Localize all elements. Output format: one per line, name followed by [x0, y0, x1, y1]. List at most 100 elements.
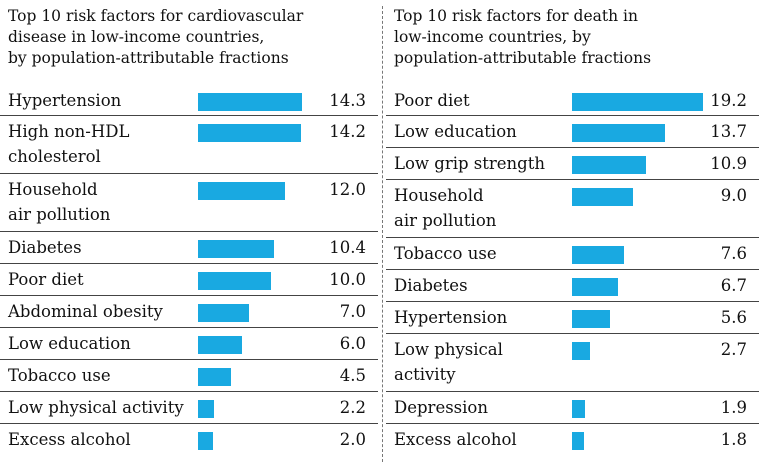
category-label-line: Diabetes — [394, 276, 468, 295]
category-label: Excess alcohol — [394, 427, 574, 452]
bar — [572, 342, 590, 360]
category-label: Hypertension — [394, 305, 574, 330]
value-label: 6.0 — [339, 334, 366, 353]
panel-divider — [382, 6, 383, 462]
bar — [198, 400, 214, 418]
value-label: 10.9 — [710, 154, 747, 173]
chart-title-line: disease in low-income countries, — [8, 28, 265, 46]
value-label: 7.0 — [339, 302, 366, 321]
category-label-line: Low physical activity — [8, 398, 184, 417]
category-label-line: Hypertension — [394, 308, 508, 327]
bar — [572, 188, 633, 206]
value-label: 10.0 — [329, 270, 366, 289]
bar-row: Low education 13.7 — [386, 115, 759, 148]
value-label: 14.3 — [329, 91, 366, 110]
bar-row: Hypertension 14.3 — [0, 84, 378, 116]
chart-title-line: Top 10 risk factors for death in — [394, 7, 638, 25]
bar — [572, 246, 624, 264]
bar-row: Depression 1.9 — [386, 391, 759, 424]
category-label: Household air pollution — [394, 183, 574, 233]
bar-row: Poor diet 19.2 — [386, 84, 759, 116]
category-label: Poor diet — [8, 267, 188, 292]
value-label: 1.9 — [720, 398, 747, 417]
category-label-line: Household — [8, 180, 98, 199]
bar — [198, 272, 271, 290]
category-label: Household air pollution — [8, 177, 188, 227]
bar — [572, 93, 703, 111]
category-label-line: Low education — [8, 334, 131, 353]
category-label-line: Tobacco use — [8, 366, 111, 385]
value-label: 2.7 — [720, 340, 747, 359]
category-label: Low physical activity — [394, 337, 574, 387]
bar — [198, 182, 285, 200]
value-label: 9.0 — [720, 186, 747, 205]
category-label-line: air pollution — [394, 211, 497, 230]
category-label: Diabetes — [394, 273, 574, 298]
category-label-line: cholesterol — [8, 147, 101, 166]
category-label: Abdominal obesity — [8, 299, 188, 324]
bar — [198, 432, 213, 450]
category-label-line: Tobacco use — [394, 244, 497, 263]
bar-row: Poor diet 10.0 — [0, 263, 378, 296]
category-label: High non-HDL cholesterol — [8, 119, 188, 169]
category-label-line: Abdominal obesity — [8, 302, 163, 321]
category-label: Tobacco use — [394, 241, 574, 266]
bar — [198, 336, 242, 354]
value-label: 4.5 — [339, 366, 366, 385]
value-label: 5.6 — [720, 308, 747, 327]
bar — [198, 124, 301, 142]
bar — [572, 124, 665, 142]
category-label: Low education — [8, 331, 188, 356]
category-label-line: Low physical — [394, 340, 503, 359]
chart-title: Top 10 risk factors for death in low-inc… — [394, 6, 755, 69]
category-label-line: Poor diet — [8, 270, 84, 289]
chart-panel-death: Top 10 risk factors for death in low-inc… — [386, 0, 759, 465]
chart-title-line: low-income countries, by — [394, 28, 591, 46]
category-label: Poor diet — [394, 88, 574, 113]
category-label-line: Household — [394, 186, 484, 205]
category-label-line: air pollution — [8, 205, 111, 224]
bar — [198, 93, 302, 111]
bar-row: Household air pollution 9.0 — [386, 179, 759, 238]
value-label: 2.2 — [339, 398, 366, 417]
bar-row: Excess alcohol 2.0 — [0, 423, 378, 456]
bar-row: Hypertension 5.6 — [386, 301, 759, 334]
category-label: Low grip strength — [394, 151, 574, 176]
value-label: 19.2 — [710, 91, 747, 110]
value-label: 10.4 — [329, 238, 366, 257]
category-label: Hypertension — [8, 88, 188, 113]
category-label: Tobacco use — [8, 363, 188, 388]
bar-row: Low physical activity 2.7 — [386, 333, 759, 392]
bar-row: Low grip strength 10.9 — [386, 147, 759, 180]
bar — [572, 278, 618, 296]
category-label: Diabetes — [8, 235, 188, 260]
bar-row: High non-HDL cholesterol 14.2 — [0, 115, 378, 174]
value-label: 1.8 — [720, 430, 747, 449]
category-label-line: Excess alcohol — [394, 430, 517, 449]
bar — [198, 304, 249, 322]
bar-row: Tobacco use 4.5 — [0, 359, 378, 392]
category-label: Low physical activity — [8, 395, 188, 420]
chart-title-line: population-attributable fractions — [394, 49, 652, 67]
bar — [198, 368, 231, 386]
bar-row: Household air pollution 12.0 — [0, 173, 378, 232]
chart-title: Top 10 risk factors for cardiovascular d… — [8, 6, 374, 69]
bar — [572, 156, 646, 174]
bar-row: Excess alcohol 1.8 — [386, 423, 759, 456]
bar — [572, 432, 584, 450]
value-label: 13.7 — [710, 122, 747, 141]
chart-panel-cardiovascular: Top 10 risk factors for cardiovascular d… — [0, 0, 378, 465]
bar — [198, 240, 274, 258]
category-label-line: Depression — [394, 398, 488, 417]
category-label-line: Low education — [394, 122, 517, 141]
category-label-line: Poor diet — [394, 91, 470, 110]
value-label: 12.0 — [329, 180, 366, 199]
category-label: Low education — [394, 119, 574, 144]
value-label: 14.2 — [329, 122, 366, 141]
bar-row: Abdominal obesity 7.0 — [0, 295, 378, 328]
category-label-line: activity — [394, 365, 456, 384]
chart-title-line: by population-attributable fractions — [8, 49, 289, 67]
bar — [572, 400, 585, 418]
category-label-line: Hypertension — [8, 91, 122, 110]
value-label: 2.0 — [339, 430, 366, 449]
